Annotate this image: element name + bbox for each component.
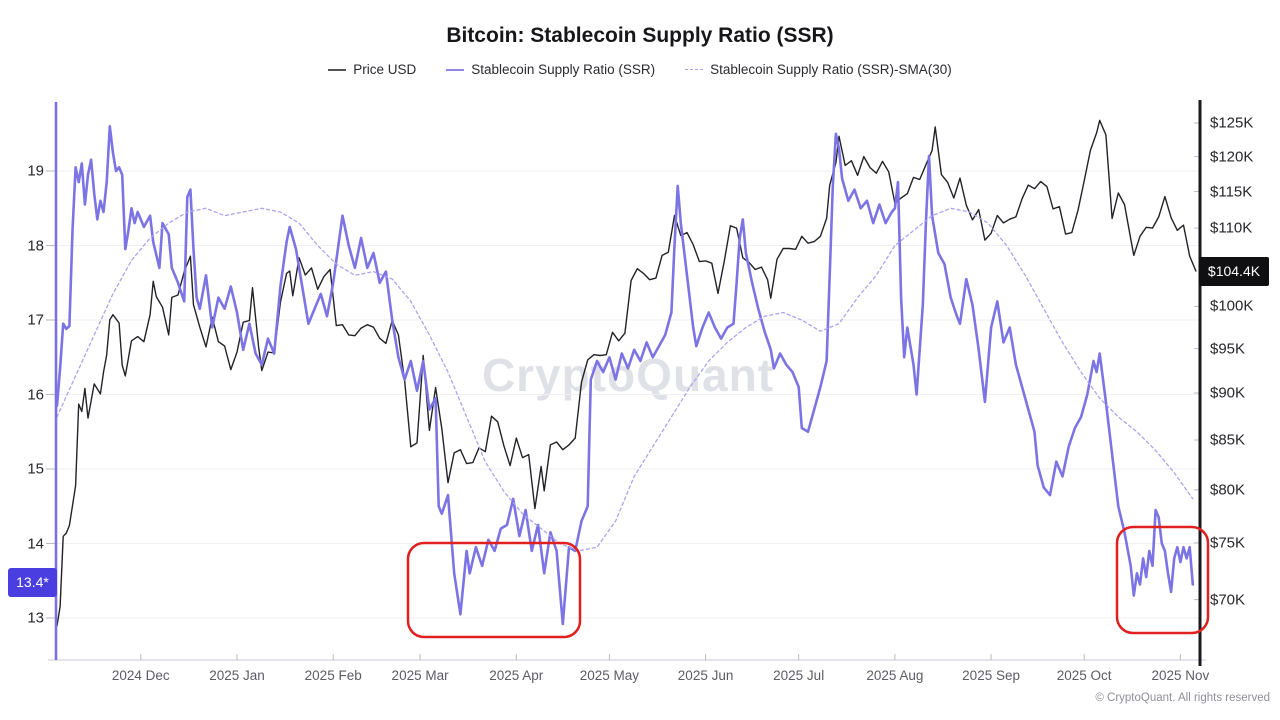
price-line-swatch-icon — [328, 68, 347, 71]
legend-item-ssr[interactable]: Stablecoin Supply Ratio (SSR) — [446, 62, 655, 77]
copyright-notice: © CryptoQuant. All rights reserved — [1095, 692, 1270, 704]
legend-item-price[interactable]: Price USD — [328, 62, 416, 77]
ssr-line-swatch-icon — [446, 68, 465, 71]
series-line-1 — [55, 125, 1195, 626]
legend-item-ssr-sma[interactable]: Stablecoin Supply Ratio (SSR)-SMA(30) — [685, 62, 952, 77]
legend: Price USD Stablecoin Supply Ratio (SSR) … — [0, 62, 1280, 77]
legend-label-price: Price USD — [353, 62, 417, 77]
series-line-0 — [56, 119, 1197, 627]
ssr-current-value-badge: 13.4* — [8, 567, 57, 597]
legend-label-ssr: Stablecoin Supply Ratio (SSR) — [471, 62, 656, 77]
chart-title: Bitcoin: Stablecoin Supply Ratio (SSR) — [446, 24, 834, 47]
cryptoquant-watermark: CryptoQuant — [481, 349, 775, 401]
legend-label-ssr-sma: Stablecoin Supply Ratio (SSR)-SMA(30) — [710, 62, 952, 77]
series-line-2 — [56, 207, 1194, 552]
annotation-highlight-box-1 — [406, 541, 582, 639]
price-current-value-badge: $104.4K — [1199, 256, 1269, 286]
annotation-highlight-box-2 — [1115, 525, 1210, 635]
ssr-sma-line-swatch-icon — [685, 69, 704, 70]
